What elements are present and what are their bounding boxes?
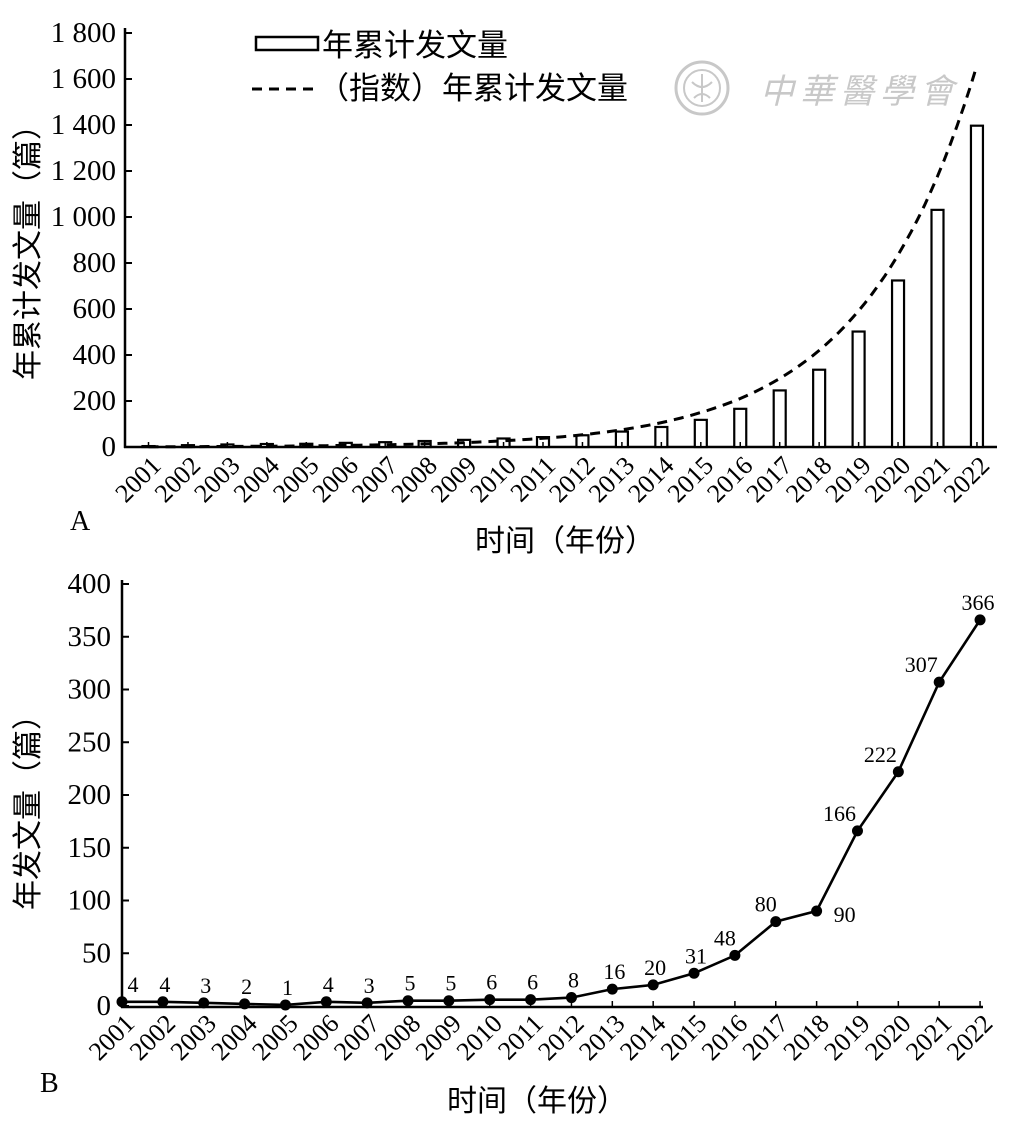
watermark-seal-icon bbox=[674, 60, 730, 116]
data-point bbox=[851, 825, 863, 837]
data-label: 48 bbox=[714, 925, 736, 950]
data-point bbox=[688, 967, 700, 979]
data-point bbox=[484, 994, 496, 1006]
data-label: 4 bbox=[159, 972, 170, 997]
y-tick-label: 1 200 bbox=[51, 155, 116, 187]
y-tick-label: 50 bbox=[82, 937, 111, 969]
panel-a: 年累计发文量（篇） 时间（年份） A 年累计发文量 （指数）年累计发文量 中華醫… bbox=[12, 17, 997, 558]
data-point bbox=[565, 992, 577, 1004]
bar bbox=[772, 389, 787, 449]
data-label: 1 bbox=[282, 975, 293, 1000]
y-tick-label: 200 bbox=[68, 779, 112, 811]
data-label: 20 bbox=[644, 955, 666, 980]
data-label: 166 bbox=[823, 801, 856, 826]
data-label: 5 bbox=[445, 971, 456, 996]
data-label: 222 bbox=[864, 742, 897, 767]
data-label: 8 bbox=[568, 968, 579, 993]
panel-b-y-axis-title: 年发文量（篇） bbox=[12, 700, 45, 910]
bar bbox=[890, 279, 906, 449]
watermark-text: 中華醫學會 bbox=[760, 74, 960, 111]
data-point bbox=[606, 983, 618, 995]
data-point bbox=[933, 676, 945, 688]
panel-b: 年发文量（篇） 时间（年份） B 0 50 100 150 200 250 300 350 40… bbox=[12, 568, 998, 1118]
data-label: 5 bbox=[405, 971, 416, 996]
panel-a-y-axis-title: 年累计发文量（篇） bbox=[12, 110, 45, 380]
y-tick-label: 350 bbox=[68, 621, 112, 653]
data-label: 307 bbox=[905, 652, 938, 677]
data-point bbox=[811, 905, 823, 917]
data-point bbox=[729, 949, 741, 961]
data-label: 31 bbox=[685, 943, 707, 968]
y-tick-label: 0 bbox=[97, 990, 112, 1022]
data-label: 80 bbox=[755, 892, 777, 917]
panel-b-letter: B bbox=[40, 1068, 59, 1099]
bar bbox=[812, 368, 827, 449]
y-tick-label: 300 bbox=[68, 674, 112, 706]
data-label: 4 bbox=[128, 972, 139, 997]
y-tick-label: 800 bbox=[73, 247, 117, 279]
data-label: 90 bbox=[834, 902, 856, 927]
series-line bbox=[122, 619, 982, 1007]
data-point bbox=[443, 995, 455, 1007]
data-label: 4 bbox=[323, 972, 334, 997]
data-point bbox=[525, 994, 537, 1006]
y-tick-label: 150 bbox=[68, 832, 112, 864]
data-label: 3 bbox=[364, 973, 375, 998]
y-tick-label: 400 bbox=[68, 568, 112, 600]
legend: 年累计发文量 （指数）年累计发文量 bbox=[252, 28, 628, 106]
data-point bbox=[402, 995, 414, 1007]
y-tick-label: 100 bbox=[68, 885, 112, 917]
exponential-trend-line bbox=[148, 64, 979, 449]
x-tick-label: 2022 bbox=[938, 451, 995, 508]
y-tick-label: 0 bbox=[102, 431, 117, 463]
bar bbox=[851, 330, 866, 449]
y-tick-label: 1 000 bbox=[51, 201, 116, 233]
data-label: 2 bbox=[241, 974, 252, 999]
panel-b-x-axis-title: 时间（年份） bbox=[447, 1085, 627, 1118]
data-point bbox=[770, 916, 782, 928]
data-point bbox=[647, 979, 659, 991]
x-tick-label: 2022 bbox=[941, 1009, 998, 1066]
data-label: 6 bbox=[486, 970, 497, 995]
y-tick-label: 1 600 bbox=[51, 63, 116, 95]
bar bbox=[930, 208, 945, 449]
data-label: 366 bbox=[962, 590, 995, 615]
y-tick-label: 400 bbox=[73, 339, 117, 371]
y-tick-label: 250 bbox=[68, 726, 112, 758]
data-label: 6 bbox=[527, 970, 538, 995]
bar bbox=[969, 124, 985, 449]
legend-bar-swatch bbox=[254, 35, 320, 52]
y-tick-label: 1 800 bbox=[51, 17, 116, 49]
data-label: 16 bbox=[603, 959, 625, 984]
bar bbox=[733, 407, 748, 449]
data-label: 3 bbox=[200, 973, 211, 998]
data-point bbox=[892, 766, 904, 778]
panel-a-letter: A bbox=[70, 506, 91, 537]
y-tick-label: 1 400 bbox=[51, 109, 116, 141]
legend-bar-label: 年累计发文量 bbox=[322, 28, 508, 63]
watermark: 中華醫學會 bbox=[674, 60, 960, 116]
y-tick-label: 200 bbox=[73, 385, 117, 417]
panel-a-x-axis-title: 时间（年份） bbox=[475, 525, 655, 558]
data-point bbox=[974, 614, 986, 626]
y-tick-label: 600 bbox=[73, 293, 117, 325]
legend-dashed-label: （指数）年累计发文量 bbox=[318, 71, 628, 106]
